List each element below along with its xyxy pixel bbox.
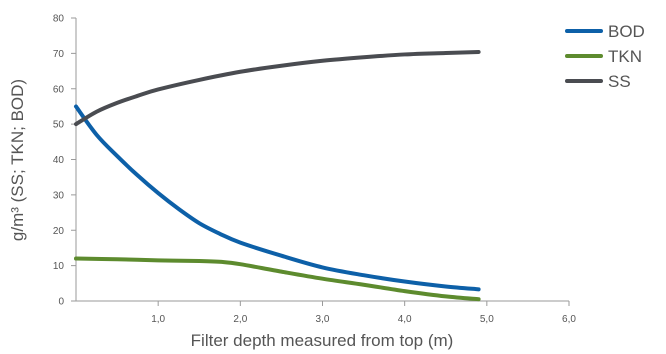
y-tick-label: 70	[53, 49, 65, 60]
legend-label-tkn: TKN	[608, 47, 642, 66]
series-lines	[74, 49, 481, 302]
x-tick-label: 1,0	[151, 314, 165, 325]
x-ticks: 1,0 2,0 3,0 4,0 5,0 6,0	[151, 301, 576, 325]
x-tick-label: 5,0	[480, 314, 494, 325]
y-tick-label: 50	[53, 120, 65, 131]
y-tick-label: 0	[58, 297, 64, 308]
series-line-tkn	[74, 256, 481, 302]
y-tick-label: 10	[53, 261, 65, 272]
y-tick-label: 20	[53, 226, 65, 237]
series-line-bod	[74, 104, 481, 292]
y-ticks: 0 10 20 30 40 50 60 70 80	[53, 14, 76, 308]
y-tick-label: 30	[53, 190, 65, 201]
y-axis-title: g/m³ (SS; TKN; BOD)	[8, 79, 27, 241]
y-tick-label: 80	[53, 14, 65, 25]
x-axis-title: Filter depth measured from top (m)	[191, 331, 454, 350]
x-tick-label: 2,0	[233, 314, 247, 325]
x-tick-label: 6,0	[562, 314, 576, 325]
x-tick-label: 4,0	[398, 314, 412, 325]
series-line-ss	[74, 49, 481, 127]
legend: BOD TKN SS	[565, 22, 645, 91]
legend-label-ss: SS	[608, 72, 631, 91]
y-tick-label: 60	[53, 84, 65, 95]
x-tick-label: 3,0	[316, 314, 330, 325]
legend-label-bod: BOD	[608, 22, 645, 41]
y-tick-label: 40	[53, 155, 65, 166]
